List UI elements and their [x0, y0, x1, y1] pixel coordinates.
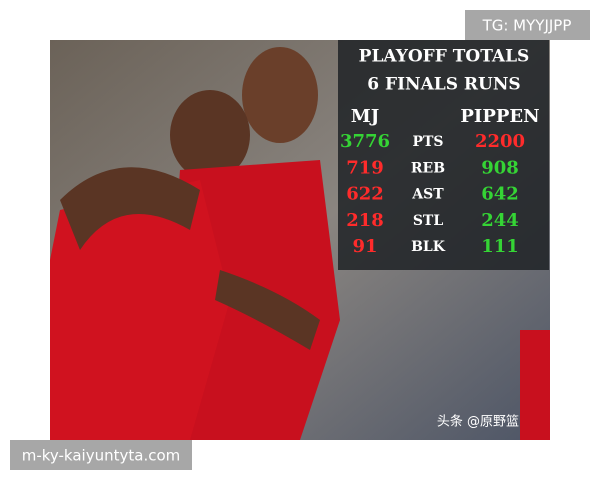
mj-value: 91 [352, 236, 377, 257]
mj-value: 3776 [340, 131, 390, 152]
photo-credit: 头条 @原野篮 [437, 414, 519, 430]
watermark-box [465, 10, 590, 40]
pippen-value: 111 [481, 236, 519, 257]
pippen-value: 908 [481, 157, 519, 178]
pippen-value: 2200 [475, 131, 525, 152]
watermark: m-ky-kaiyuntyta.com [22, 447, 181, 465]
mj-value: 218 [346, 210, 384, 231]
stat-label: PTS [412, 134, 443, 150]
stat-label: BLK [411, 239, 446, 255]
panel-title: PLAYOFF TOTALS [359, 47, 530, 67]
stat-label: AST [411, 187, 444, 203]
stat-label: STL [413, 213, 444, 229]
pippen-value: 642 [481, 184, 519, 205]
stat-label: REB [411, 160, 445, 176]
column-header: PIPPEN [460, 106, 539, 127]
pippen-value: 244 [481, 210, 519, 231]
stats-panel [338, 40, 549, 270]
column-header: MJ [351, 106, 379, 127]
watermark-box [10, 440, 192, 470]
mj-value: 622 [346, 184, 384, 205]
panel-subtitle: 6 FINALS RUNS [367, 75, 520, 95]
stats-rows: 3776 PTS 2200 719 REB 908 622 AST 642 218 STL 244 91… [340, 131, 525, 257]
watermark: TG: MYYJJPP [482, 17, 572, 35]
mj-value: 719 [346, 157, 384, 178]
